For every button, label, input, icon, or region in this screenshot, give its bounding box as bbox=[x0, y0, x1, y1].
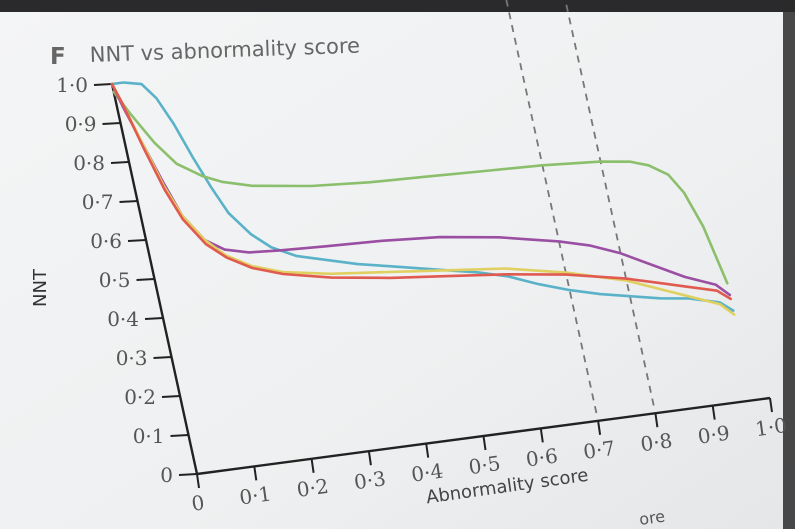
x-tick bbox=[711, 405, 716, 420]
y-tick bbox=[161, 395, 181, 398]
y-tick bbox=[127, 239, 147, 242]
x-tick bbox=[425, 443, 430, 458]
y-tick bbox=[153, 356, 172, 359]
y-tick bbox=[136, 278, 155, 281]
y-tick bbox=[102, 122, 121, 125]
y-tick bbox=[178, 473, 198, 476]
y-tick-label: 0·4 bbox=[107, 307, 139, 331]
reference-line bbox=[505, 0, 598, 414]
x-tick bbox=[253, 466, 258, 481]
x-tick bbox=[310, 458, 315, 473]
right-dark-edge bbox=[783, 0, 795, 529]
x-tick-label: 0·8 bbox=[639, 428, 674, 456]
page-text-fragment: ore bbox=[638, 507, 666, 529]
y-tick bbox=[110, 161, 130, 164]
x-tick-label: 1·0 bbox=[754, 413, 789, 441]
x-tick-label: 0·7 bbox=[582, 436, 617, 464]
x-tick-label: 0·6 bbox=[524, 443, 559, 471]
x-tick bbox=[196, 473, 200, 489]
y-tick-label: 0·2 bbox=[124, 385, 156, 409]
panel-letter: F bbox=[50, 44, 66, 70]
y-tick bbox=[119, 200, 138, 203]
x-tick bbox=[539, 428, 544, 443]
x-tick bbox=[597, 420, 602, 435]
y-tick-label: 0·1 bbox=[133, 424, 165, 448]
x-tick-label: 0·4 bbox=[410, 459, 445, 487]
y-tick-label: 0·5 bbox=[99, 268, 131, 292]
top-dark-edge bbox=[0, 0, 795, 12]
x-tick-label: 0·9 bbox=[696, 421, 731, 449]
reference-line bbox=[564, 0, 655, 406]
y-tick-label: 1·0 bbox=[56, 73, 88, 97]
series-line bbox=[110, 81, 735, 312]
y-tick-label: 0·6 bbox=[90, 229, 122, 253]
x-tick-label: 0 bbox=[190, 490, 206, 516]
x-tick-label: 0·3 bbox=[353, 466, 388, 494]
x-tick-label: 0·1 bbox=[238, 481, 273, 509]
series-line bbox=[110, 82, 733, 301]
reference-lines bbox=[505, 0, 655, 414]
x-tick bbox=[654, 413, 659, 428]
y-tick-label: 0 bbox=[160, 463, 173, 487]
y-tick-label: 0·3 bbox=[116, 346, 148, 370]
y-tick-label: 0·9 bbox=[65, 112, 97, 136]
series-lines bbox=[110, 81, 736, 316]
x-tick-label: 0·5 bbox=[467, 451, 502, 479]
x-tick bbox=[482, 435, 487, 451]
x-tick bbox=[769, 397, 773, 413]
y-axis-label: NNT bbox=[30, 268, 51, 307]
y-tick-label: 0·7 bbox=[82, 190, 114, 214]
y-tick-label: 0·8 bbox=[73, 151, 105, 175]
y-tick bbox=[93, 83, 113, 86]
y-tick bbox=[144, 317, 164, 320]
axes: 0 0·1 0·2 0·3 0·4 0·5 0·6 0·7 0·8 0·9 1·0 0 0·1 0·2 0·… bbox=[56, 73, 788, 516]
x-tick bbox=[367, 451, 372, 466]
x-tick-label: 0·2 bbox=[295, 474, 330, 502]
y-tick bbox=[170, 434, 189, 437]
series-line bbox=[112, 90, 729, 285]
